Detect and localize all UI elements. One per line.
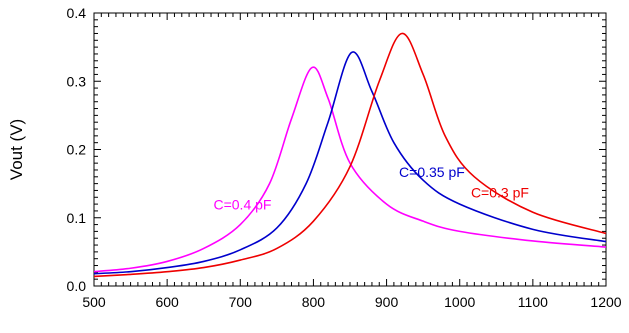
y-axis: 0.0 0.1 0.2 0.3 0.4 — [67, 5, 606, 294]
y-tick-label: 0.2 — [67, 142, 87, 158]
series-layer — [93, 32, 607, 278]
series-line-c-0-35-pf — [93, 51, 607, 275]
x-tick-label: 1200 — [590, 294, 621, 310]
series-line-c-0-4-pf — [93, 66, 607, 273]
x-tick-label: 800 — [302, 294, 326, 310]
series-label-c-0-4-pf: C=0.4 pF — [213, 197, 271, 213]
y-tick-label: 0.0 — [67, 278, 87, 294]
y-tick-label: 0.1 — [67, 210, 87, 226]
x-tick-label: 900 — [375, 294, 399, 310]
series-labels: C=0.4 pF C=0.35 pF C=0.3 pF — [213, 164, 528, 213]
series-label-c-0-35-pf: C=0.35 pF — [399, 164, 465, 180]
y-axis-title: Vout (V) — [7, 119, 26, 180]
y-tick-label: 0.4 — [67, 5, 87, 21]
x-axis: 500 600 700 800 900 1000 1100 1200 — [82, 13, 622, 310]
series-line-c-0-3-pf — [93, 32, 607, 278]
series-label-c-0-3-pf: C=0.3 pF — [471, 184, 529, 200]
x-tick-label: 500 — [82, 294, 106, 310]
x-tick-label: 600 — [155, 294, 179, 310]
x-tick-label: 1100 — [518, 294, 548, 310]
x-tick-label: 1000 — [444, 294, 475, 310]
y-tick-label: 0.3 — [67, 73, 87, 89]
x-tick-label: 700 — [229, 294, 253, 310]
